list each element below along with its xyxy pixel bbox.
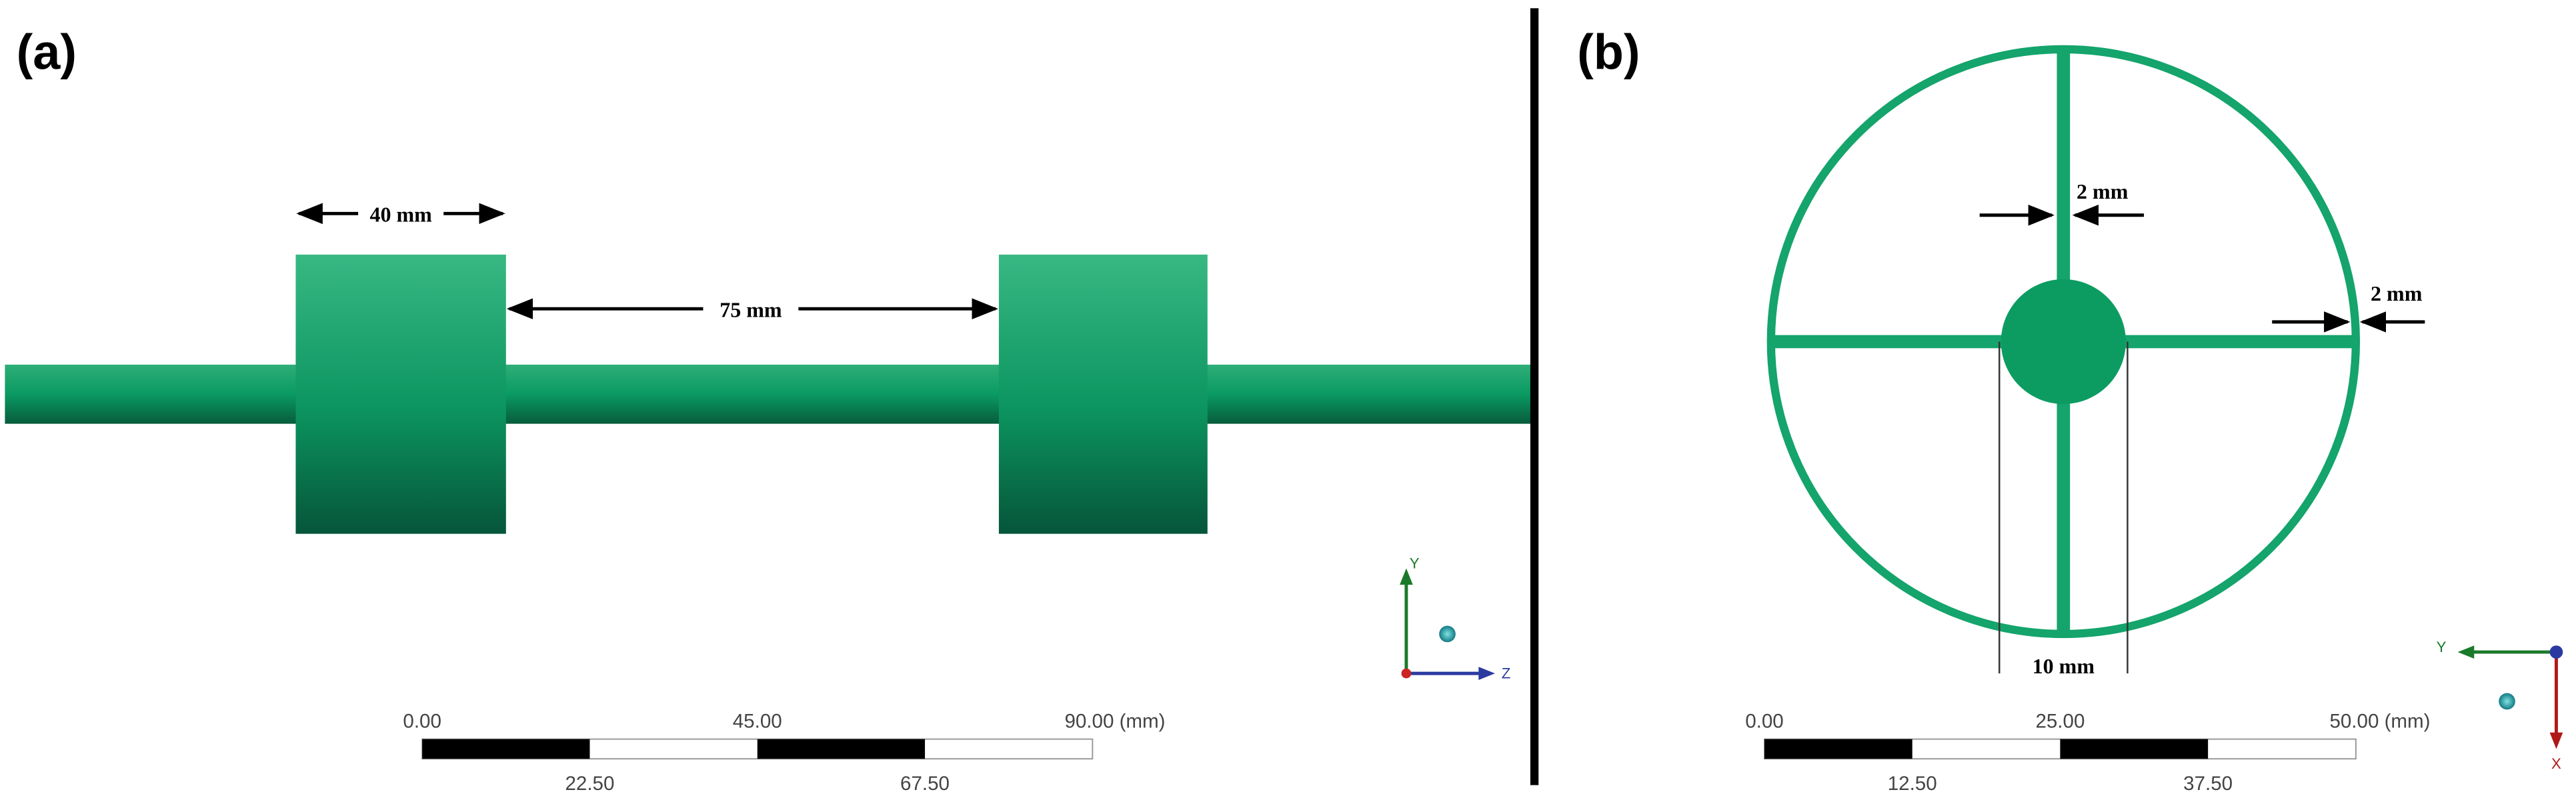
panel-a: (a) 40 mm 75 mm 0.00 45.00 90.00 (mm) 22… [5,24,1532,795]
scale-label: 22.50 [565,773,614,795]
axis-label: Y [2437,639,2447,655]
dim-label: 10 mm [2033,654,2095,678]
scale-bar: 0.00 25.00 50.00 (mm) 12.50 37.50 [1745,710,2430,795]
shaft [5,364,1532,424]
panel-label: (b) [1577,24,1640,79]
scale-label: 45.00 [733,710,782,732]
panel-label: (a) [17,24,77,79]
hub [2001,279,2126,405]
panel-b: (b) 10 mm 2 mm 2 mm 0.00 25.00 50.00 (mm… [1577,24,2563,795]
dim-label: 40 mm [369,203,432,227]
divider [1530,8,1539,785]
scale-label: 50.00 (mm) [2329,710,2430,732]
axis-triad: Y Z [1400,555,1511,682]
scale-bar: 0.00 45.00 90.00 (mm) 22.50 67.50 [403,710,1165,795]
dim-label: 2 mm [2077,179,2129,203]
axis-label: Y [1410,555,1420,571]
scale-label: 0.00 [1745,710,1784,732]
scale-label: 37.50 [2183,773,2233,795]
disc [998,254,1208,534]
disc [295,254,506,534]
dim-label: 75 mm [720,298,782,322]
scale-label: 67.50 [900,773,950,795]
axis-label: X [2551,755,2561,772]
axis-triad: Y X [2437,639,2563,772]
dim-label: 2 mm [2371,281,2423,305]
scale-label: 25.00 [2035,710,2085,732]
scale-label: 90.00 (mm) [1064,710,1165,732]
axis-label: Z [1502,665,1511,682]
scale-label: 12.50 [1888,773,1937,795]
scale-label: 0.00 [403,710,441,732]
